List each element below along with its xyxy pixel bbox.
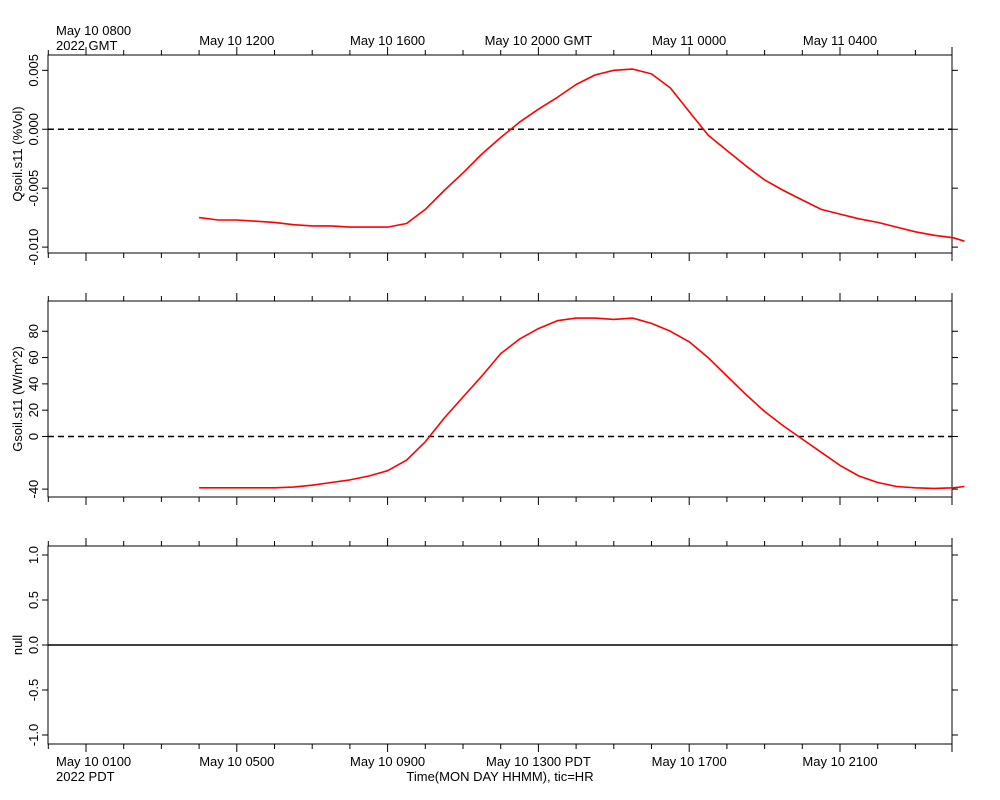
bottom-axis-tick-label: May 10 1300 PDT — [486, 754, 591, 769]
y-tick-label: 0.000 — [26, 113, 41, 146]
top-axis-tick-label: May 10 0800 — [56, 23, 131, 38]
bottom-axis-year-label: 2022 PDT — [56, 769, 115, 784]
y-tick-label: 0 — [26, 433, 41, 440]
panel-null-ticks: 1.0 0.5 0.0 -0.5 -1.0 — [26, 538, 958, 752]
top-axis-tick-label: May 10 1200 — [199, 33, 274, 48]
panel-qsoil-ylabel: Qsoil.s11 (%Vol) — [10, 106, 25, 201]
y-tick-label: 0.5 — [26, 591, 41, 609]
y-tick-label: 0.0 — [26, 636, 41, 654]
top-time-axis: May 10 0800 May 10 1200 May 10 1600 May 10 … — [56, 23, 877, 48]
panel-null-ylabel: null — [10, 635, 25, 655]
top-axis-year-label: 2022 GMT — [56, 38, 117, 53]
panel-gsoil: 80 60 40 20 0 -40 Gsoil.s11 (W/m^2) — [10, 293, 965, 505]
panel-gsoil-ylabel: Gsoil.s11 (W/m^2) — [10, 346, 25, 452]
y-tick-label: -0.010 — [26, 229, 41, 266]
y-tick-label: 40 — [26, 377, 41, 391]
bottom-axis-tick-label: May 10 2100 — [802, 754, 877, 769]
y-tick-label: 20 — [26, 403, 41, 417]
panel-qsoil: 0.005 0.000 -0.005 -0.010 Qsoil.s11 (%Vol) — [10, 47, 965, 266]
y-tick-label: -0.5 — [26, 679, 41, 701]
y-tick-label: -0.005 — [26, 170, 41, 207]
panel-qsoil-ticks: 0.005 0.000 -0.005 -0.010 — [26, 47, 958, 266]
series-line — [198, 68, 965, 242]
y-tick-label: 60 — [26, 350, 41, 364]
y-tick-label: 80 — [26, 324, 41, 338]
top-axis-tick-label: May 10 1600 — [350, 33, 425, 48]
panel-null: 1.0 0.5 0.0 -0.5 -1.0 null — [10, 538, 958, 752]
y-tick-label: 1.0 — [26, 546, 41, 564]
y-tick-label: -1.0 — [26, 724, 41, 746]
bottom-axis-tick-label: May 10 1700 — [652, 754, 727, 769]
bottom-axis-title: Time(MON DAY HHMM), tic=HR — [406, 769, 593, 784]
panel-qsoil-frame — [47, 54, 953, 254]
bottom-axis-tick-label: May 10 0500 — [199, 754, 274, 769]
bottom-time-axis: May 10 0100 May 10 0500 May 10 0900 May 10 … — [56, 754, 878, 769]
panel-gsoil-line — [48, 317, 965, 490]
bottom-axis-tick-label: May 10 0100 — [56, 754, 131, 769]
y-tick-label: 0.005 — [26, 54, 41, 87]
top-axis-tick-label: May 10 2000 GMT — [485, 33, 593, 48]
y-tick-label: -40 — [26, 480, 41, 499]
panel-qsoil-line — [48, 68, 965, 242]
panel-gsoil-ticks: 80 60 40 20 0 -40 — [26, 293, 958, 505]
panel-gsoil-frame — [47, 300, 953, 498]
bottom-axis-tick-label: May 10 0900 — [350, 754, 425, 769]
top-axis-tick-label: May 11 0400 — [803, 33, 877, 48]
series-line — [199, 317, 965, 490]
top-axis-tick-label: May 11 0000 — [652, 33, 726, 48]
